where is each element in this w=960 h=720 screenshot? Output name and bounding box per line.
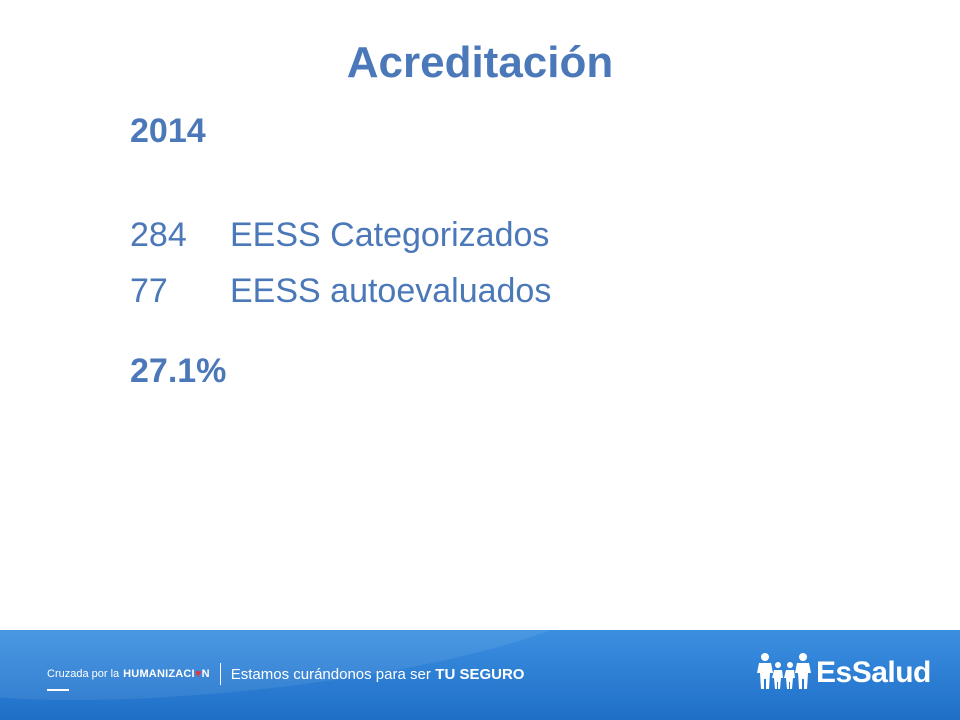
footer-tagline: Cruzada por la HUMANIZACI♥N Estamos curá… (47, 663, 524, 685)
heart-icon: ♥ (194, 668, 202, 680)
humanizacion-suffix: N (201, 668, 210, 680)
tagline-underline (47, 689, 69, 691)
slide-title: Acreditación (346, 38, 614, 87)
stat-row-autoevaluados: 77 EESS autoevaluados (130, 263, 730, 319)
stat-number: 77 (130, 271, 168, 310)
family-icon (757, 653, 811, 689)
humanizacion-prefix: HUMANIZACI (123, 668, 195, 680)
percent-value: 27.1% (130, 352, 227, 390)
stat-row-categorizados: 284 EESS Categorizados (130, 207, 730, 263)
essalud-logo: EsSalud (756, 650, 931, 690)
stats-list: 284 EESS Categorizados 77 EESS autoevalu… (130, 207, 730, 319)
footer-divider (219, 663, 221, 685)
stat-label: EESS Categorizados (230, 215, 550, 254)
year-heading: 2014 (130, 112, 206, 150)
slide-content: 2014 284 EESS Categorizados 77 EESS auto… (130, 112, 551, 390)
humanizacion-text: HUMANIZACI♥N (123, 668, 210, 680)
stat-label: EESS autoevaluados (230, 271, 552, 310)
logo-text: EsSalud (816, 656, 931, 689)
crusade-text: Cruzada por la (47, 668, 120, 680)
stat-number: 284 (130, 215, 187, 254)
slogan-strong-text: TU SEGURO (435, 665, 525, 683)
slogan-text: Estamos curándonos para ser (230, 665, 431, 683)
